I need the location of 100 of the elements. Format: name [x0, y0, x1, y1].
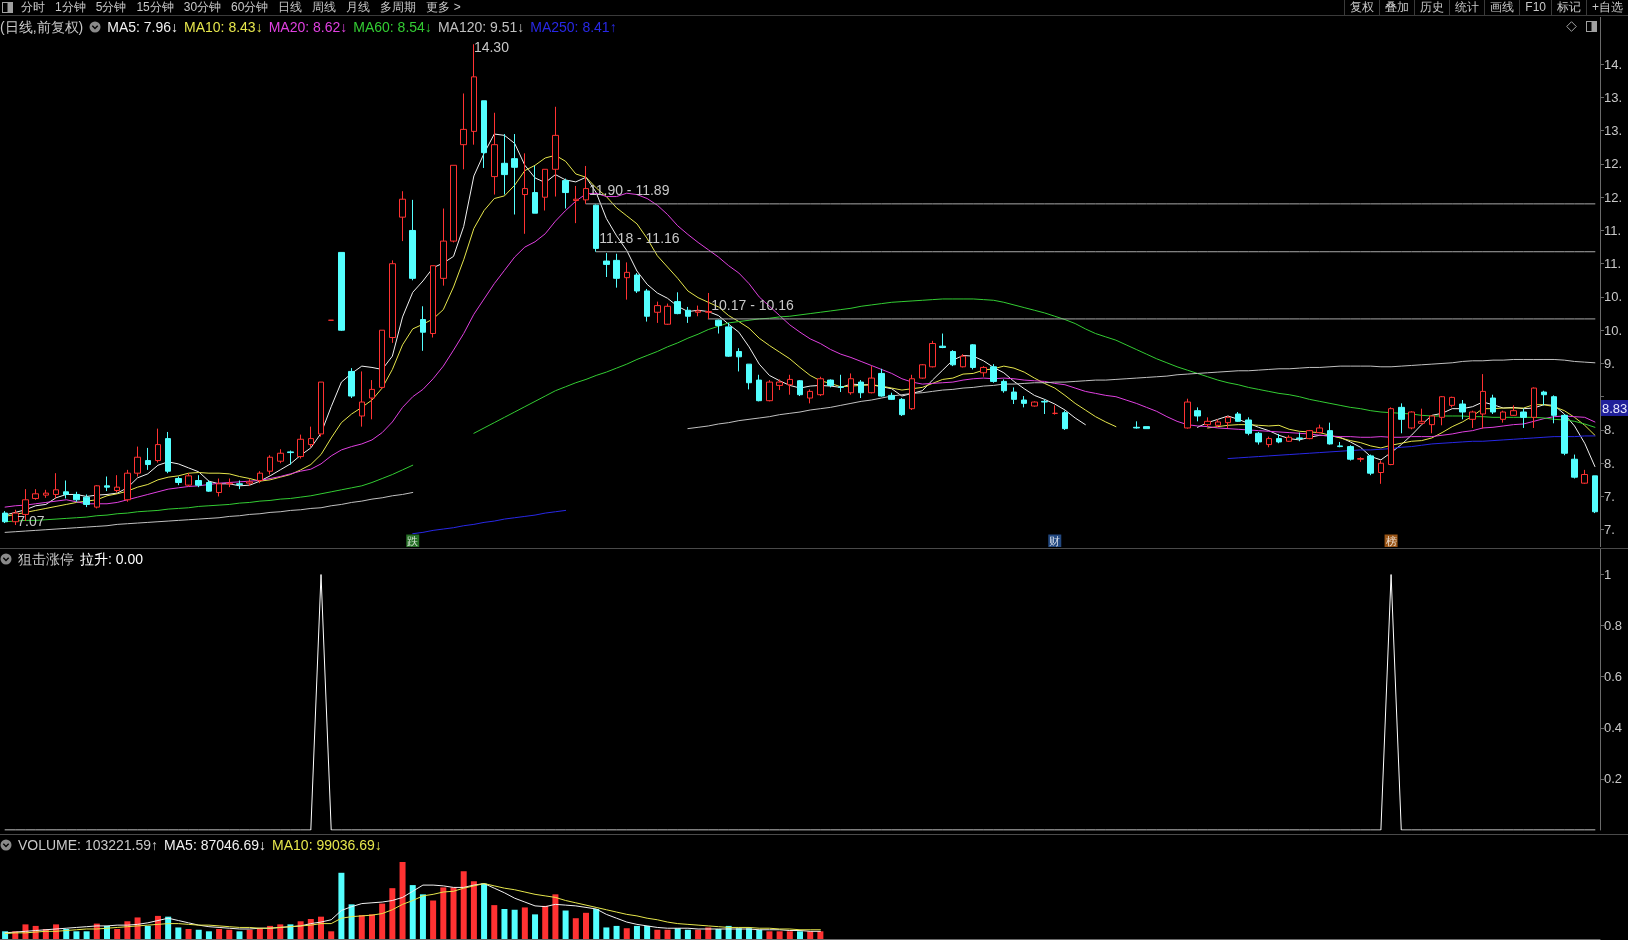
text: 拉升: 0.00: [80, 551, 144, 567]
bar: [582, 912, 589, 939]
candlestick: [155, 428, 161, 464]
candlestick: [654, 301, 661, 324]
candlestick: [746, 363, 752, 390]
candlestick: [246, 478, 253, 487]
candlestick: [1235, 411, 1241, 423]
y-tick-label: 1: [1604, 567, 1612, 583]
y-tick-label: 14.: [1604, 56, 1623, 72]
candlestick: [195, 474, 202, 488]
candlestick: [1286, 434, 1292, 443]
candlestick: [1041, 398, 1048, 415]
candlestick: [929, 340, 936, 368]
bar: [817, 931, 824, 939]
candlestick: [1571, 454, 1578, 480]
y-tick-label: 8.: [1604, 422, 1615, 438]
bar: [389, 888, 396, 939]
candlestick: [53, 472, 59, 499]
data-label: 榜: [1385, 535, 1397, 548]
bar: [246, 929, 253, 939]
candlestick: [1388, 406, 1394, 466]
candlestick: [919, 363, 926, 380]
candlestick: [63, 480, 69, 499]
candlestick: [1449, 396, 1455, 408]
bar: [63, 928, 70, 939]
text: 历史: [1414, 0, 1450, 15]
bar: [114, 928, 121, 939]
candlestick: [1204, 416, 1211, 428]
bar: [348, 904, 355, 939]
candlestick: [1347, 444, 1354, 462]
candlestick: [145, 447, 151, 471]
text: 5分钟: [94, 0, 128, 15]
candlestick: [216, 478, 222, 497]
text: 周线: [311, 0, 338, 15]
bar: [572, 918, 579, 939]
candlestick: [736, 347, 742, 372]
candlestick: [185, 472, 192, 487]
candlestick: [1021, 395, 1027, 408]
candlestick: [725, 322, 732, 358]
candlestick: [460, 92, 467, 170]
candlestick: [705, 292, 712, 320]
candlestick: [583, 165, 589, 205]
candlestick: [573, 185, 579, 224]
candlestick: [114, 474, 120, 493]
candlestick: [2, 510, 8, 524]
text: MA60: 8.54↓: [353, 19, 432, 35]
candlestick: [827, 378, 834, 388]
candlestick: [124, 469, 131, 503]
bar: [144, 925, 151, 939]
candlestick: [297, 434, 304, 460]
bar: [797, 931, 803, 939]
candlestick: [1459, 399, 1466, 420]
candlestick: [899, 397, 905, 417]
bar: [776, 931, 783, 939]
candlestick: [1357, 456, 1364, 463]
bar: [73, 931, 80, 939]
text: F10: [1519, 0, 1551, 15]
text: 30分钟: [182, 0, 223, 15]
candlestick: [674, 291, 681, 315]
candlestick: [409, 199, 416, 281]
candlestick: [481, 100, 487, 169]
bar: [491, 905, 498, 939]
candlestick: [491, 112, 498, 196]
candlestick: [134, 446, 141, 478]
text: 15分钟: [135, 0, 175, 15]
candlestick: [1469, 410, 1476, 429]
y-tick-label: 11.: [1604, 222, 1622, 238]
bar: [623, 928, 630, 939]
candlestick: [593, 204, 599, 253]
candlestick: [389, 259, 396, 344]
candlestick: [1062, 410, 1068, 431]
text: MA120: 9.51↓: [437, 19, 525, 35]
candlestick: [1398, 402, 1405, 434]
text: MA250: 8.41↑: [530, 19, 617, 35]
candlestick: [950, 349, 956, 367]
bar: [511, 909, 518, 939]
bar: [256, 928, 263, 939]
candlestick: [1001, 378, 1007, 394]
bar: [338, 872, 345, 939]
bar: [226, 929, 233, 939]
y-tick-label: 7.: [1604, 522, 1615, 538]
bar: [481, 883, 488, 939]
candlestick: [542, 168, 548, 212]
bar: [684, 929, 691, 939]
bar: [287, 924, 294, 939]
y-tick-label: 11.: [1604, 256, 1622, 272]
text: MA10: 99036.69↓: [272, 837, 382, 853]
bar: [450, 887, 457, 939]
candlestick: [868, 365, 875, 394]
text: 更多 >: [425, 0, 462, 15]
chart-title: (日线,前复权): [0, 19, 84, 35]
candlestick: [695, 305, 701, 317]
y-tick-label: 10.: [1604, 289, 1623, 305]
candlestick: [1510, 404, 1517, 417]
candlestick: [1429, 414, 1435, 434]
candlestick: [1011, 386, 1017, 405]
bar: [368, 914, 375, 939]
text: MA5: 87046.69↓: [164, 837, 267, 853]
y-tick-label: 0.6: [1604, 669, 1623, 685]
text: 画线: [1484, 0, 1520, 15]
